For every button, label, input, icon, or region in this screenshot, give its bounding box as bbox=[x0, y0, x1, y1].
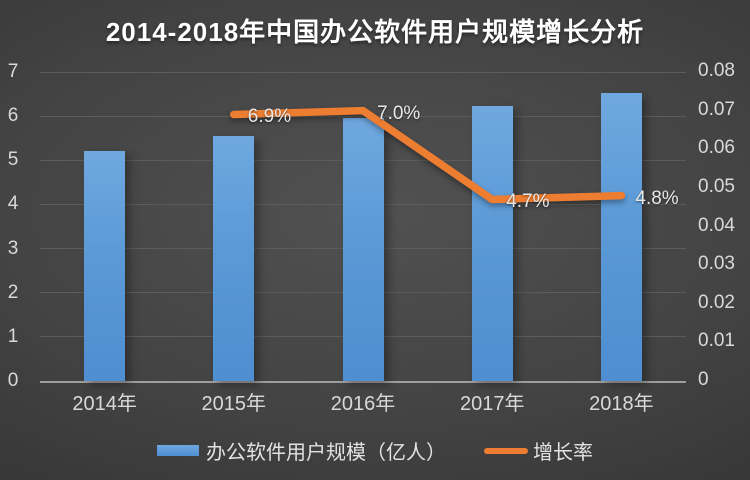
gridline bbox=[40, 71, 686, 73]
x-axis-label-2017: 2017年 bbox=[459, 393, 525, 415]
x-axis: 2014年 2015年 2016年 2017年 2018年 bbox=[40, 392, 686, 416]
legend-label-growth-rate: 增长率 bbox=[533, 442, 593, 464]
growth-label-2015: 6.9% bbox=[247, 106, 292, 128]
right-axis-tick-label: 0.03 bbox=[698, 253, 735, 275]
left-axis-tick-label: 4 bbox=[7, 193, 19, 215]
right-axis-tick-label: 0.07 bbox=[698, 98, 735, 120]
left-axis-tick-label: 5 bbox=[7, 149, 19, 171]
growth-label-2016: 7.0% bbox=[377, 102, 421, 124]
x-axis-label-2014: 2014年 bbox=[72, 393, 137, 415]
legend: 办公软件用户规模（亿人） 增长率 bbox=[0, 436, 750, 465]
left-axis-tick-label: 1 bbox=[7, 325, 19, 347]
growth-label-2017: 4.7% bbox=[506, 191, 550, 213]
right-axis-tick-label: 0.05 bbox=[698, 175, 735, 197]
growth-rate-polyline bbox=[230, 106, 626, 204]
x-axis-label-2015: 2015年 bbox=[201, 393, 267, 415]
right-axis-tick-label: 0.06 bbox=[698, 137, 735, 159]
bar-2015 bbox=[213, 135, 255, 381]
left-axis-tick-label: 6 bbox=[7, 105, 19, 127]
left-axis-tick-label: 7 bbox=[7, 61, 19, 82]
bar-2018 bbox=[600, 92, 642, 381]
growth-label-2018: 4.8% bbox=[635, 187, 679, 209]
right-axis-tick-label: 0.08 bbox=[698, 60, 735, 81]
legend-item-growth-rate: 增长率 bbox=[484, 436, 593, 465]
bar-2014 bbox=[84, 151, 126, 381]
chart-title: 2014-2018年中国办公软件用户规模增长分析 bbox=[105, 17, 645, 47]
bar-2017 bbox=[471, 106, 513, 381]
growth-rate-line bbox=[230, 106, 626, 204]
legend-line-swatch-icon bbox=[484, 447, 528, 454]
x-axis-line bbox=[40, 380, 686, 383]
legend-bar-swatch-icon bbox=[157, 445, 199, 456]
right-axis-tick-label: 0.02 bbox=[698, 291, 735, 313]
x-axis-label-2016: 2016年 bbox=[330, 393, 396, 415]
right-axis-tick-label: 0.01 bbox=[698, 330, 735, 352]
legend-item-user-scale: 办公软件用户规模（亿人） bbox=[157, 436, 446, 465]
bar-2016 bbox=[342, 118, 384, 381]
plot-area: 6.9% 7.0% 4.7% 4.8% bbox=[40, 71, 686, 383]
left-axis-tick-label: 0 bbox=[7, 370, 19, 391]
legend-label-user-scale: 办公软件用户规模（亿人） bbox=[206, 442, 446, 464]
x-axis-label-2018: 2018年 bbox=[589, 393, 654, 415]
left-axis-tick-label: 3 bbox=[7, 237, 19, 259]
right-axis-tick-label: 0 bbox=[698, 369, 709, 390]
right-axis-tick-label: 0.04 bbox=[698, 214, 735, 236]
gridline bbox=[40, 115, 686, 117]
left-axis-tick-label: 2 bbox=[7, 281, 19, 303]
